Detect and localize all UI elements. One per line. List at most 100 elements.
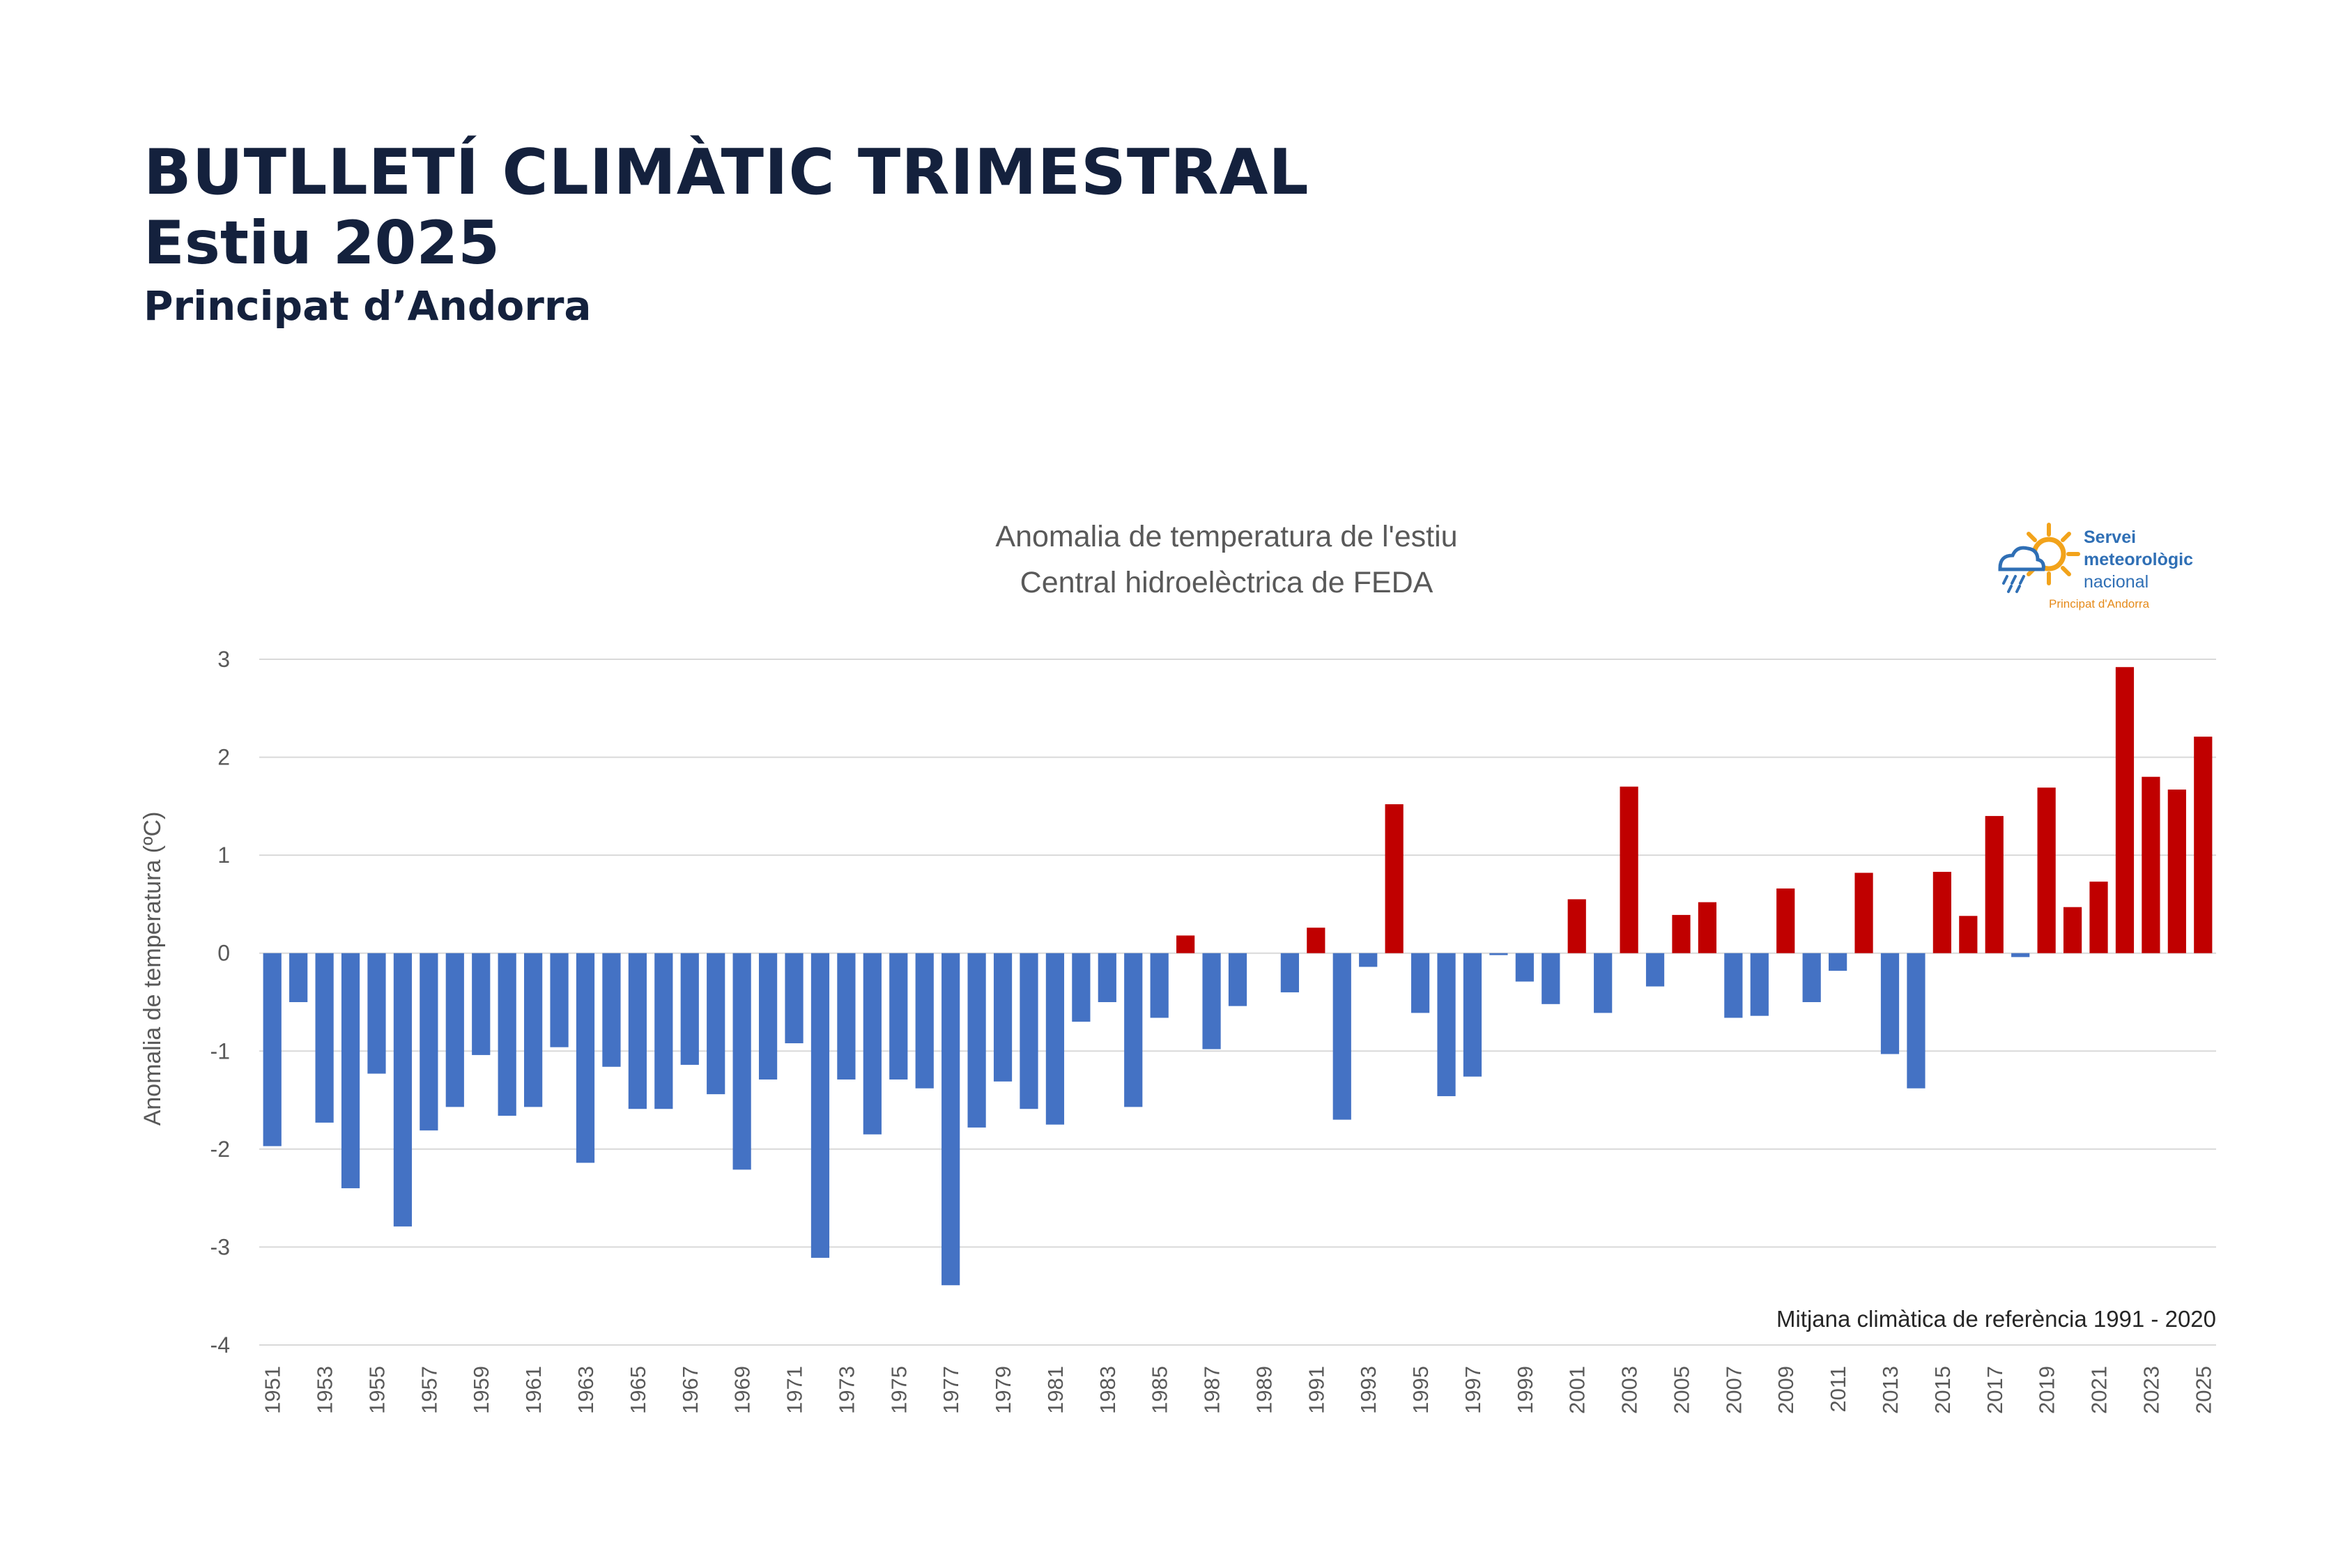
bar-1984: [1124, 953, 1143, 1107]
y-tick-label: -1: [210, 1038, 230, 1063]
bar-1965: [628, 953, 647, 1109]
x-tick-label: 2019: [2035, 1366, 2059, 1414]
logo-line-3: nacional: [2084, 572, 2149, 592]
x-tick-label: 1983: [1096, 1366, 1120, 1414]
report-season: Estiu 2025: [144, 208, 500, 278]
bar-2022: [2115, 667, 2135, 953]
bar-1976: [915, 953, 934, 1089]
logo-subtitle: Principat d'Andorra: [2049, 597, 2150, 610]
bar-2007: [1724, 953, 1743, 1018]
x-tick-label: 1995: [1408, 1366, 1433, 1414]
bar-2019: [2037, 787, 2056, 953]
bar-2012: [1854, 873, 1873, 953]
x-tick-label: 2015: [1930, 1366, 1955, 1414]
y-tick-label: -4: [210, 1332, 230, 1358]
y-tick-label: 2: [217, 745, 230, 770]
bar-1987: [1202, 953, 1221, 1050]
bar-1970: [758, 953, 778, 1080]
x-tick-label: 1967: [678, 1366, 702, 1414]
bar-2023: [2142, 776, 2160, 953]
bar-1963: [576, 953, 595, 1163]
x-tick-label: 1989: [1252, 1366, 1276, 1414]
bar-1988: [1228, 953, 1247, 1006]
y-axis-label: Anomalia de temperatura (ºC): [139, 812, 166, 1126]
x-tick-label: 2013: [1878, 1366, 1903, 1414]
bar-2021: [2089, 882, 2108, 953]
x-tick-label: 1979: [991, 1366, 1015, 1414]
sun-cloud-rain-icon: [1998, 523, 2080, 593]
chart-subtitle: Central hidroelèctrica de FEDA: [1020, 566, 1434, 599]
bar-1972: [810, 953, 830, 1258]
x-tick-label: 1957: [417, 1366, 441, 1414]
bar-1985: [1150, 953, 1169, 1018]
x-tick-label: 1969: [730, 1366, 755, 1414]
bar-1999: [1515, 953, 1534, 982]
bar-1967: [680, 953, 699, 1065]
bar-1960: [498, 953, 516, 1116]
bar-2010: [1802, 953, 1821, 1002]
x-tick-label: 1953: [313, 1366, 337, 1414]
bar-2003: [1620, 786, 1638, 953]
bar-2002: [1594, 953, 1613, 1013]
bar-1971: [785, 953, 804, 1044]
x-tick-label: 1971: [783, 1366, 807, 1414]
logo-line-2: meteorològic: [2084, 550, 2193, 569]
bar-1962: [550, 953, 569, 1047]
x-tick-label: 1951: [261, 1366, 285, 1414]
bar-1953: [315, 953, 334, 1123]
x-tick-label: 1981: [1043, 1366, 1068, 1414]
bar-1973: [837, 953, 856, 1080]
y-tick-label: 3: [217, 647, 230, 672]
x-tick-label: 1965: [626, 1366, 650, 1414]
x-tick-label: 1991: [1304, 1366, 1328, 1414]
bar-1956: [393, 953, 413, 1227]
bar-1992: [1332, 953, 1351, 1120]
reference-note: Mitjana climàtica de referència 1991 - 2…: [1776, 1306, 2216, 1332]
bar-2008: [1750, 953, 1769, 1016]
bar-2009: [1776, 888, 1795, 953]
bar-1980: [1020, 953, 1038, 1109]
bar-1952: [289, 953, 308, 1002]
bar-1979: [993, 953, 1013, 1082]
report-title: BUTLLETÍ CLIMÀTIC TRIMESTRAL: [144, 136, 1309, 209]
bar-1991: [1307, 928, 1325, 953]
bar-2014: [1907, 953, 1926, 1089]
bar-1993: [1359, 953, 1378, 967]
bar-2025: [2194, 737, 2213, 953]
bar-1977: [941, 953, 960, 1286]
report-header: BUTLLETÍ CLIMÀTIC TRIMESTRAL Estiu 2025 …: [144, 137, 1309, 335]
bar-2001: [1567, 899, 1586, 953]
x-tick-label: 2009: [1774, 1366, 1798, 1414]
bar-1986: [1176, 935, 1195, 953]
x-tick-label: 1985: [1148, 1366, 1172, 1414]
bar-1954: [341, 953, 360, 1189]
bar-2016: [1959, 916, 1978, 953]
bar-1975: [889, 953, 908, 1080]
bar-1974: [863, 953, 882, 1135]
report-country: Principat d’Andorra: [144, 282, 592, 330]
y-tick-label: 0: [217, 941, 230, 966]
x-tick-label: 2007: [1721, 1366, 1746, 1414]
x-tick-label: 1975: [886, 1366, 911, 1414]
bar-2005: [1672, 914, 1691, 953]
bar-1995: [1411, 953, 1430, 1013]
logo-text: Servei meteorològic nacional: [2084, 526, 2193, 593]
y-tick-label: 1: [217, 843, 230, 868]
y-tick-label: -2: [210, 1137, 230, 1162]
bar-1982: [1072, 953, 1091, 1022]
x-tick-label: 1959: [469, 1366, 493, 1414]
bar-1959: [472, 953, 491, 1055]
bar-2011: [1829, 953, 1847, 971]
bar-2013: [1880, 953, 1900, 1054]
bar-2004: [1645, 953, 1665, 987]
x-tick-label: 2023: [2139, 1366, 2163, 1414]
bar-2020: [2063, 907, 2082, 953]
bar-1966: [654, 953, 673, 1109]
bar-2017: [1985, 815, 2004, 953]
x-tick-label: 1955: [364, 1366, 389, 1414]
bar-1969: [732, 953, 751, 1170]
bar-2024: [2167, 789, 2186, 953]
x-tick-label: 2003: [1617, 1366, 1642, 1414]
x-tick-label: 1993: [1356, 1366, 1381, 1414]
x-tick-label: 1961: [521, 1366, 546, 1414]
